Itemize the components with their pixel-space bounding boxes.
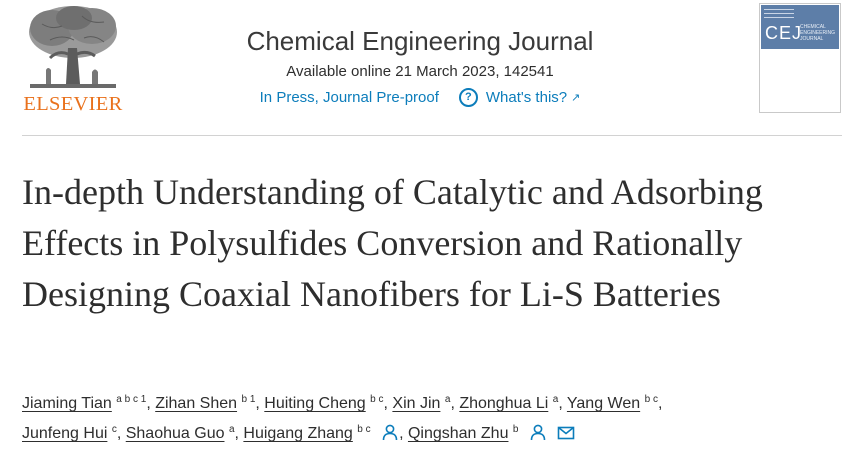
- author-separator: ,: [450, 395, 460, 412]
- cover-subtitle: CHEMICAL ENGINEERING JOURNAL: [800, 24, 836, 42]
- author-affiliations: b c: [357, 424, 371, 435]
- author-affiliations: b c: [370, 394, 384, 405]
- author-name[interactable]: Zhonghua Li: [459, 395, 549, 412]
- author-affiliations: b: [512, 424, 519, 435]
- person-icon[interactable]: [381, 422, 399, 452]
- cover-acronym: CEJ: [765, 23, 803, 43]
- status-row: In Press, Journal Pre-proof ? What's thi…: [175, 88, 665, 107]
- author-separator: ,: [657, 395, 663, 412]
- availability-text: Available online 21 March 2023, 142541: [286, 63, 554, 80]
- whats-this-link[interactable]: What's this?: [485, 88, 568, 106]
- author-affiliations: c: [111, 424, 117, 435]
- author-name[interactable]: Jiaming Tian: [22, 395, 112, 412]
- elsevier-wordmark: ELSEVIER: [23, 93, 123, 115]
- author-name[interactable]: Zihan Shen: [155, 395, 238, 412]
- cover-decoration: [764, 9, 794, 21]
- journal-cover[interactable]: CEJ CHEMICAL ENGINEERING JOURNAL: [759, 3, 841, 113]
- author-separator: ,: [234, 425, 244, 442]
- author-name[interactable]: Junfeng Hui: [22, 425, 108, 442]
- elsevier-logo[interactable]: ELSEVIER: [22, 4, 124, 116]
- header-divider: [22, 135, 842, 136]
- author-separator: ,: [116, 425, 126, 442]
- envelope-icon[interactable]: [557, 422, 575, 452]
- person-icon[interactable]: [529, 422, 547, 452]
- author-affiliations: b 1: [241, 394, 256, 405]
- arrow-up-right-icon: ↗: [571, 91, 581, 104]
- question-circle-icon[interactable]: ?: [458, 88, 478, 107]
- author-name[interactable]: Yang Wen: [566, 395, 641, 412]
- cover-band: CEJ CHEMICAL ENGINEERING JOURNAL: [761, 5, 839, 49]
- author-affiliations: b c: [644, 394, 658, 405]
- author-separator: ,: [255, 395, 265, 412]
- journal-title-link[interactable]: Chemical Engineering Journal: [246, 26, 594, 56]
- author-name[interactable]: Huigang Zhang: [243, 425, 353, 442]
- author-affiliations: a: [552, 394, 559, 405]
- author-name[interactable]: Qingshan Zhu: [407, 425, 509, 442]
- author-name[interactable]: Xin Jin: [392, 395, 441, 412]
- author-separator: ,: [146, 395, 156, 412]
- author-affiliations: a b c 1: [116, 394, 147, 405]
- author-name[interactable]: Shaohua Guo: [125, 425, 225, 442]
- author-name[interactable]: Huiting Cheng: [264, 395, 366, 412]
- in-press-link[interactable]: In Press, Journal Pre-proof: [259, 88, 439, 106]
- author-separator: ,: [558, 395, 567, 412]
- journal-header: Chemical Engineering Journal Available o…: [175, 26, 665, 107]
- author-separator: ,: [383, 395, 393, 412]
- article-title: In-depth Understanding of Catalytic and …: [22, 172, 763, 314]
- author-list: Jiaming Tian a b c 1, Zihan Shen b 1, Hu…: [22, 389, 842, 452]
- elsevier-tree-icon: [29, 6, 117, 88]
- author-separator: ,: [399, 425, 408, 442]
- author-affiliations: a: [228, 424, 235, 435]
- author-affiliations: a: [444, 394, 451, 405]
